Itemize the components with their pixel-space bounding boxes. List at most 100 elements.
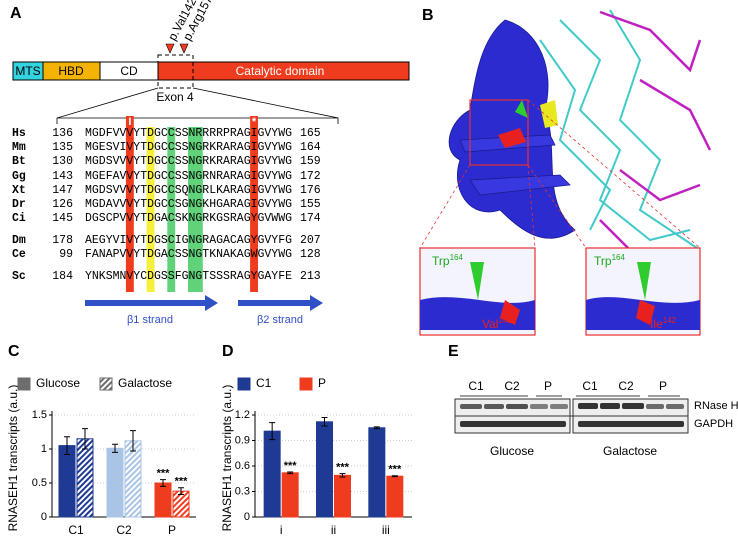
species: Xt [12, 184, 26, 197]
domain-label: CD [120, 64, 138, 78]
error-bar [178, 487, 184, 496]
column-highlight [125, 116, 134, 292]
start-position: 135 [52, 141, 73, 154]
residue-name: Trp [432, 254, 450, 268]
x-tick-label: ii [331, 523, 336, 537]
residue-number: 142 [663, 316, 677, 325]
residue-name: Trp [594, 254, 612, 268]
panel-label: A [10, 5, 22, 22]
y-tick-label: 0 [41, 511, 47, 523]
y-tick-label: 0.5 [32, 477, 47, 489]
column-highlight [194, 127, 203, 292]
error-bar [287, 471, 294, 475]
domain-label: Catalytic domain [236, 64, 325, 78]
y-tick-label: 0.9 [235, 434, 250, 446]
legend-swatch [299, 377, 313, 391]
start-position: 130 [52, 155, 73, 168]
domain-label: HBD [58, 64, 84, 78]
end-position: 155 [300, 198, 321, 211]
error-bar [112, 443, 118, 453]
bar [154, 482, 172, 518]
significance-label: *** [336, 462, 350, 474]
sequence: YNKSMNVYCDGSSFGNGTSSSRAGYGAYFE [85, 270, 292, 283]
species: Sc [12, 270, 26, 283]
species: Mm [12, 141, 26, 154]
start-position: 145 [52, 212, 73, 225]
legend-label: C1 [256, 376, 272, 390]
error-bar [391, 475, 398, 478]
start-position: 184 [52, 270, 73, 283]
y-tick-label: 0.6 [235, 460, 250, 472]
row-label: RNase H1 [694, 400, 738, 412]
species: Ce [12, 248, 26, 261]
lane-label: P [544, 379, 552, 393]
residue-number: 164 [612, 253, 626, 262]
bar [76, 438, 94, 518]
bar [124, 440, 142, 518]
species: Dr [12, 198, 26, 211]
panel-label: C [8, 343, 20, 360]
sequence: AEGYVIVYTDGSCIGNGRAGACAGYGVYFG [85, 234, 292, 247]
sequence: MGESVIVYTDGCCSSNGRKRARAGIGVYWG [85, 141, 292, 154]
domain-diagram: MTS HBD CD Catalytic domain Exon 4 p.Val… [12, 0, 410, 124]
bar [263, 430, 281, 518]
y-axis-label: RNASEH1 transcripts (a.u.) [6, 385, 20, 532]
y-axis-label: RNASEH1 transcripts (a.u.) [220, 385, 234, 532]
end-position: 165 [300, 127, 321, 140]
legend-label: Glucose [36, 376, 80, 390]
start-position: 147 [52, 184, 73, 197]
significance-label: *** [388, 464, 402, 476]
residue-number: 164 [450, 253, 464, 262]
y-tick-label: 1.2 [235, 409, 250, 421]
condition-label: Glucose [490, 444, 534, 458]
strand-arrow [238, 295, 323, 311]
panel-label: D [222, 343, 234, 360]
row-label: GAPDH [694, 418, 733, 430]
charts: 0 0.5 1 1.5 RNASEH1 transcripts (a.u.) C1 C2 P *… [6, 376, 412, 537]
structure-image: Trp164 Val142 Trp164 Ile142 [419, 9, 712, 336]
legend-swatch [237, 377, 251, 391]
bar [106, 447, 124, 518]
species: Ci [12, 212, 26, 225]
residue-label: Val142 [482, 316, 512, 331]
error-bar [82, 428, 88, 450]
bar [334, 474, 351, 518]
panel-label: E [448, 343, 459, 360]
legend-swatch [17, 377, 31, 391]
sequence: MGDSVVVYTDGCCSSNGRKRARAGIGVYWG [85, 155, 292, 168]
error-bar [321, 417, 328, 427]
error-bar [130, 430, 136, 452]
start-position: 178 [52, 234, 73, 247]
end-position: 128 [300, 248, 321, 261]
residue-label: Ile142 [650, 316, 677, 331]
sequence: MGDFVVVYTDGCCSSNRRRRPRAGIGVYWG [85, 127, 292, 140]
error-bar [269, 422, 276, 441]
condition-label: Galactose [603, 444, 657, 458]
end-position: 176 [300, 184, 321, 197]
residue-label: Trp164 [594, 253, 625, 268]
column-mark: I [128, 116, 131, 128]
bar [316, 421, 333, 518]
residue-number: 142 [498, 316, 512, 325]
significance-label: *** [175, 476, 189, 488]
column-highlight [146, 127, 155, 292]
x-tick-label: C2 [116, 523, 132, 537]
y-tick-label: 1 [41, 443, 47, 455]
lane-label: C2 [618, 379, 634, 393]
alignment: I * Hs 136 MGDFVVVYTDGCCSSNRRRRPRAGIGVYWG 165… [12, 116, 323, 326]
x-tick-label: i [280, 523, 283, 537]
strand-label: β1 strand [127, 314, 173, 326]
legend-swatch [99, 377, 113, 391]
column-highlight [250, 116, 258, 292]
end-position: 164 [300, 141, 321, 154]
bar [58, 445, 76, 518]
panel-label: B [422, 7, 434, 24]
start-position: 126 [52, 198, 73, 211]
domain-label: MTS [15, 64, 40, 78]
sequence: MGDAVVVYTDGCCSGNGKHGARAGIGVYWG [85, 198, 292, 211]
western-blot [454, 395, 689, 434]
x-tick-label: iii [382, 523, 390, 537]
species: Hs [12, 127, 26, 140]
significance-label: *** [284, 460, 298, 472]
